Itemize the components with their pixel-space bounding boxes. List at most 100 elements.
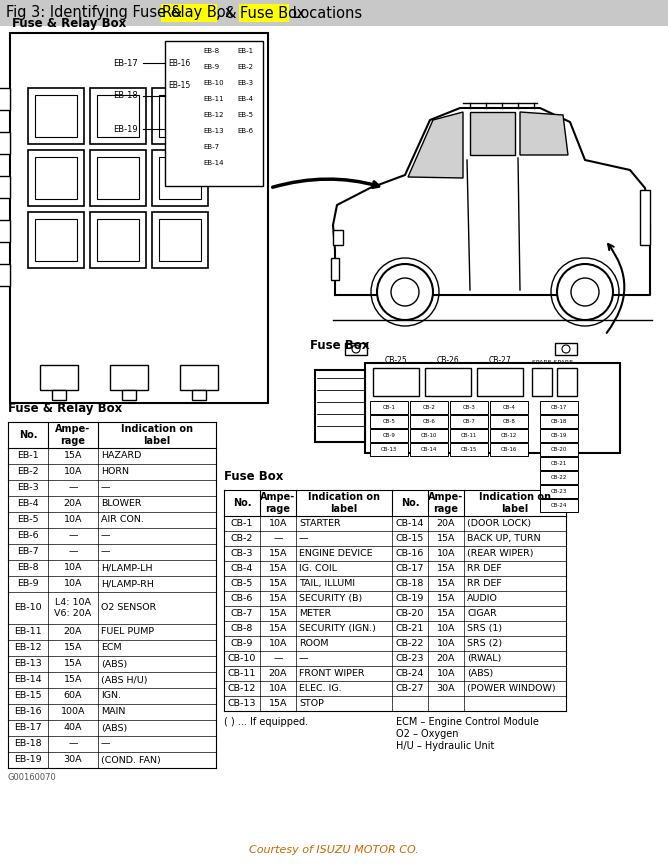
Text: CB-7: CB-7 <box>231 609 253 618</box>
Text: CB-27: CB-27 <box>396 684 424 693</box>
Text: (ABS): (ABS) <box>101 660 127 669</box>
Bar <box>224 490 566 516</box>
Text: 15A: 15A <box>437 594 456 603</box>
Bar <box>40 365 78 390</box>
Text: EB-6: EB-6 <box>237 128 253 134</box>
Text: 15A: 15A <box>269 609 287 618</box>
Text: 40A: 40A <box>63 723 82 733</box>
Text: CB-11: CB-11 <box>461 433 477 438</box>
Bar <box>28 212 84 268</box>
Text: (RWAL): (RWAL) <box>467 654 502 663</box>
Text: CB-13: CB-13 <box>228 699 257 708</box>
Text: 20A: 20A <box>63 500 82 508</box>
Text: 15A: 15A <box>63 451 82 461</box>
Text: CB-3: CB-3 <box>462 405 476 410</box>
Text: EB-5: EB-5 <box>237 112 253 118</box>
Text: , &: , & <box>216 5 241 21</box>
Text: ECM – Engine Control Module: ECM – Engine Control Module <box>396 717 539 727</box>
Bar <box>0 0 668 26</box>
Text: EB-13: EB-13 <box>14 660 42 669</box>
Text: 15A: 15A <box>437 564 456 573</box>
Text: EB-19: EB-19 <box>113 125 138 133</box>
Text: RR DEF: RR DEF <box>467 564 502 573</box>
Bar <box>28 88 84 144</box>
Text: CB-4: CB-4 <box>502 405 516 410</box>
Text: G00160070: G00160070 <box>8 773 57 782</box>
Text: O2 – Oxygen: O2 – Oxygen <box>396 729 458 739</box>
Text: No.: No. <box>232 498 251 508</box>
Text: EB-15: EB-15 <box>14 691 42 701</box>
Text: EB-14: EB-14 <box>14 675 42 684</box>
Text: H/U – Hydraulic Unit: H/U – Hydraulic Unit <box>396 741 494 751</box>
Text: (ABS H/U): (ABS H/U) <box>101 675 148 684</box>
Bar <box>0 132 10 154</box>
Text: STARTER: STARTER <box>299 519 341 528</box>
Text: Ampe-
rage: Ampe- rage <box>261 492 296 514</box>
Text: 15A: 15A <box>269 579 287 588</box>
Bar <box>0 88 10 110</box>
Text: CB-19: CB-19 <box>396 594 424 603</box>
Text: 15A: 15A <box>63 660 82 669</box>
Text: 20A: 20A <box>63 628 82 637</box>
Text: No.: No. <box>19 430 37 440</box>
Bar <box>345 343 367 355</box>
Text: 20A: 20A <box>437 654 456 663</box>
Text: —: — <box>68 483 77 493</box>
Text: (COND. FAN): (COND. FAN) <box>101 755 161 765</box>
Bar <box>8 672 216 688</box>
Text: CB-19: CB-19 <box>551 433 567 438</box>
Bar <box>90 150 146 206</box>
Text: —: — <box>273 654 283 663</box>
Bar <box>152 150 208 206</box>
Text: EB-6: EB-6 <box>17 532 39 540</box>
Text: EB-2: EB-2 <box>237 64 253 70</box>
Text: 100A: 100A <box>61 708 86 716</box>
Bar <box>165 41 263 186</box>
Text: EB-9: EB-9 <box>17 579 39 589</box>
Text: EB-17: EB-17 <box>113 59 138 68</box>
Bar <box>224 636 566 651</box>
Text: EB-3: EB-3 <box>237 80 253 86</box>
Text: BLOWER: BLOWER <box>101 500 142 508</box>
Text: MAIN: MAIN <box>101 708 126 716</box>
Text: CB-21: CB-21 <box>396 624 424 633</box>
Text: EB-12: EB-12 <box>14 643 42 652</box>
Bar <box>410 401 448 414</box>
Bar <box>90 88 146 144</box>
Text: CB-16: CB-16 <box>501 447 517 452</box>
Bar <box>555 343 577 355</box>
Bar <box>540 415 578 428</box>
Text: 10A: 10A <box>437 549 456 558</box>
Bar <box>540 429 578 442</box>
Text: H/LAMP-LH: H/LAMP-LH <box>101 564 152 572</box>
Bar <box>52 390 66 400</box>
Text: 30A: 30A <box>63 755 82 765</box>
Text: EB-5: EB-5 <box>17 515 39 525</box>
Text: EB-1: EB-1 <box>237 48 253 54</box>
Text: EB-18: EB-18 <box>14 740 42 748</box>
Bar <box>410 443 448 456</box>
Bar <box>97 157 139 199</box>
Text: CB-22: CB-22 <box>551 475 567 480</box>
Bar <box>8 448 216 464</box>
Bar <box>97 95 139 137</box>
Text: 60A: 60A <box>63 691 82 701</box>
Bar <box>159 157 201 199</box>
Bar <box>540 485 578 498</box>
Text: EB-4: EB-4 <box>237 96 253 102</box>
Text: 10A: 10A <box>63 579 82 589</box>
Bar <box>370 429 408 442</box>
Text: EB-4: EB-4 <box>17 500 39 508</box>
Text: 10A: 10A <box>269 639 287 648</box>
Bar <box>224 666 566 681</box>
Bar <box>490 443 528 456</box>
Bar <box>8 752 216 768</box>
Bar <box>370 443 408 456</box>
Text: CB-13: CB-13 <box>381 447 397 452</box>
Text: CB-14: CB-14 <box>396 519 424 528</box>
Text: CIGAR: CIGAR <box>467 609 497 618</box>
Bar <box>8 704 216 720</box>
Text: 10A: 10A <box>63 515 82 525</box>
Text: CB-9: CB-9 <box>383 433 395 438</box>
Bar <box>35 95 77 137</box>
